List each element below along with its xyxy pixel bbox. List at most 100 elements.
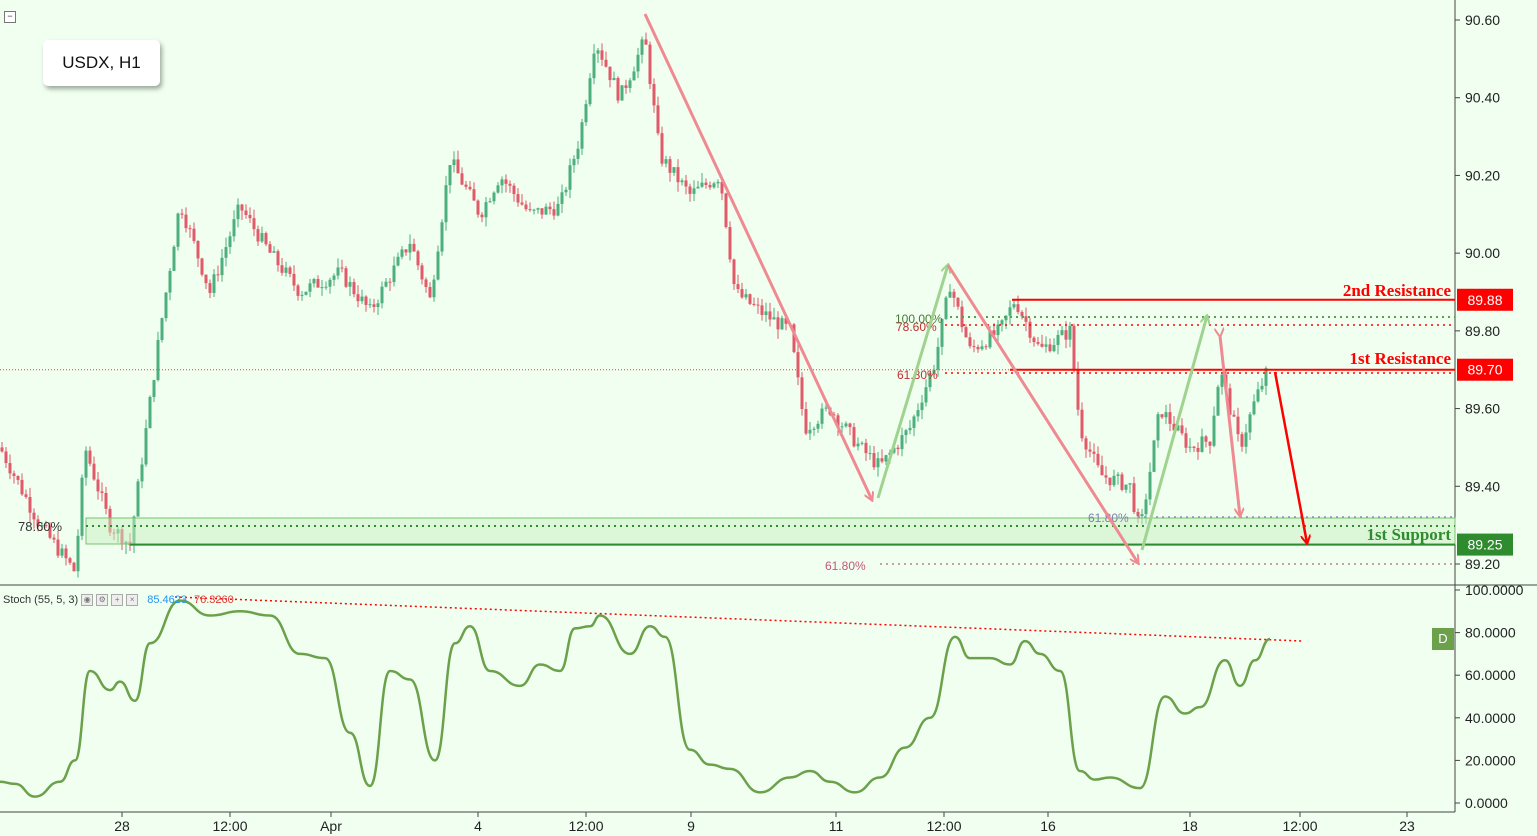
candle-body [416,251,420,266]
candle-body [1164,412,1168,418]
support-zone [85,517,1456,545]
candle-body [300,294,304,296]
candle-body [604,59,608,67]
candle-body [908,427,912,431]
symbol-label[interactable]: USDX, H1 [43,40,160,86]
candle-body [932,369,936,374]
stoch-tick-label: 60.0000 [1465,667,1516,683]
projection-arrow [1273,371,1307,543]
candle-body [1176,425,1180,431]
candle-body [332,275,336,280]
support1-price-tag-bg [1457,533,1513,556]
candle-body [296,285,300,296]
candle-body [900,435,904,450]
candle-body [1160,414,1164,418]
candle-body [980,346,984,350]
candle-body [328,279,332,287]
stoch-d-badge[interactable]: D [1432,628,1454,650]
candle-body [636,54,640,72]
candle-body [724,193,728,228]
fib-618-mid-label: 61.80% [897,368,938,382]
fib-left-786-label: 78.60% [18,519,63,534]
candle-body [756,304,760,306]
candle-body [1252,401,1256,415]
candle-body [836,415,840,427]
candle-body [688,186,692,194]
candle-body [708,184,712,188]
candle-body [100,491,104,493]
candle-body [436,251,440,280]
candle-body [1156,414,1160,441]
candle-body [56,539,60,556]
candle-body [616,77,620,101]
candle-body [892,447,896,453]
settings-icon[interactable]: ⚙ [96,594,109,606]
axis-layer: 90.60 90.40 90.20 90.00 89.80 89.60 89.40 89.20… [114,12,1523,834]
candle-body [36,519,40,527]
candle-body [744,294,748,298]
fib-arrow-up-2 [1140,316,1207,551]
candle-body [492,192,496,202]
candle-body [1080,409,1084,439]
candle-body [1076,370,1080,410]
candle-body [348,282,352,287]
stoch-tick-label: 40.0000 [1465,710,1516,726]
candle-body [208,283,212,293]
candle-body [440,222,444,252]
candle-body [720,181,724,194]
candle-body [524,204,528,210]
collapse-pane-button[interactable]: − [4,11,16,23]
candle-body [644,39,648,45]
candle-body [940,318,944,347]
candle-body [1104,475,1108,478]
candle-body [956,297,960,307]
candle-body [160,318,164,340]
candle-body [24,494,28,498]
candle-body [268,244,272,253]
candle-body [740,289,744,298]
candle-body [1120,474,1124,490]
candle-body [704,182,708,185]
candle-body [1184,433,1188,448]
candle-body [1264,368,1268,386]
candle-body [184,214,188,229]
candle-layer [0,32,1268,578]
candle-body [972,346,976,348]
visibility-icon[interactable]: ◉ [81,594,94,606]
support1-price-tag: 89.25 [1467,537,1502,553]
candle-body [592,53,596,79]
time-tick-label: 9 [687,818,695,834]
stoch-d-value: 76.3260 [193,594,234,606]
candle-body [404,249,408,253]
candle-body [1068,325,1072,340]
candle-body [1200,436,1204,452]
candle-body [1032,337,1036,343]
candle-body [260,233,264,242]
candle-body [992,330,996,336]
candle-body [460,173,464,185]
candle-body [856,443,860,447]
candle-body [760,305,764,315]
time-tick-label: 11 [829,818,844,834]
time-tick-label: 28 [114,818,130,834]
candle-body [872,453,876,468]
candle-body [520,202,524,205]
fib-arrow-up-1 [876,265,948,499]
candle-body [696,186,700,189]
candle-body [1236,416,1240,435]
candle-body [868,453,872,455]
close-icon[interactable]: × [126,594,139,606]
price-tick-label: 90.20 [1465,167,1500,183]
candle-body [1016,304,1020,313]
candle-body [476,200,480,215]
candle-body [396,256,400,266]
candle-body [1248,414,1252,433]
candle-body [44,525,48,527]
candle-body [468,186,472,190]
candle-body [652,84,656,106]
candle-body [880,458,884,462]
candle-body [968,337,972,347]
time-tick-label: 12:00 [1282,818,1317,834]
candle-body [984,346,988,348]
add-icon[interactable]: + [111,594,124,606]
